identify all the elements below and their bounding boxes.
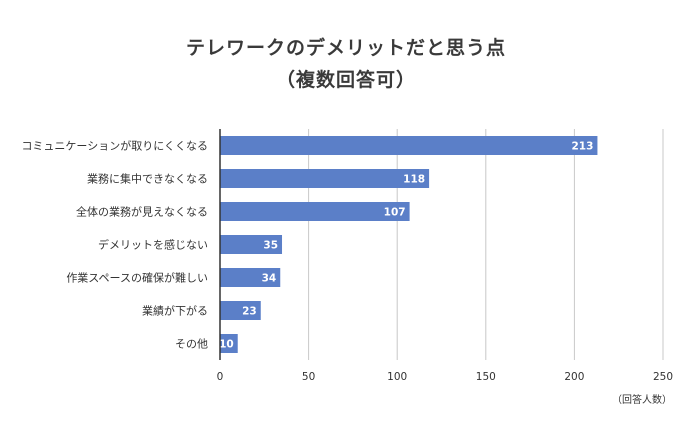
x-tick-label-100: 100 bbox=[387, 371, 407, 383]
x-tick-label-50: 50 bbox=[302, 371, 315, 383]
x-tick-label-0: 0 bbox=[217, 371, 224, 383]
data-label-0: 213 bbox=[572, 141, 594, 153]
chart-title-line2: （複数回答可） bbox=[275, 69, 416, 91]
bar-0 bbox=[220, 136, 598, 155]
category-label-3: デメリットを感じない bbox=[98, 238, 208, 252]
x-tick-label-150: 150 bbox=[476, 371, 496, 383]
data-label-3: 35 bbox=[263, 240, 278, 252]
chart-title-line1: テレワークのデメリットだと思う点 bbox=[185, 37, 506, 59]
bar-1 bbox=[220, 169, 430, 188]
bar-3 bbox=[220, 235, 283, 254]
x-axis-unit-label: （回答人数） bbox=[612, 395, 672, 406]
data-label-6: 10 bbox=[219, 339, 234, 351]
category-label-5: 業績が下がる bbox=[142, 304, 208, 318]
data-label-4: 34 bbox=[262, 273, 277, 285]
category-label-1: 業務に集中できなくなる bbox=[87, 172, 208, 186]
category-label-6: その他 bbox=[175, 338, 208, 351]
bar-4 bbox=[220, 268, 281, 287]
bar-2 bbox=[220, 202, 410, 221]
data-label-5: 23 bbox=[242, 306, 257, 318]
category-label-0: コミュニケーションが取りにくくなる bbox=[21, 139, 208, 153]
data-label-2: 107 bbox=[384, 207, 406, 219]
bar-5 bbox=[220, 301, 261, 320]
bar-6 bbox=[220, 334, 238, 353]
data-label-1: 118 bbox=[403, 174, 425, 186]
category-label-2: 全体の業務が見えなくなる bbox=[76, 205, 208, 219]
x-tick-label-200: 200 bbox=[564, 371, 584, 383]
category-label-4: 作業スペースの確保が難しい bbox=[66, 271, 208, 285]
x-tick-label-250: 250 bbox=[653, 371, 673, 383]
